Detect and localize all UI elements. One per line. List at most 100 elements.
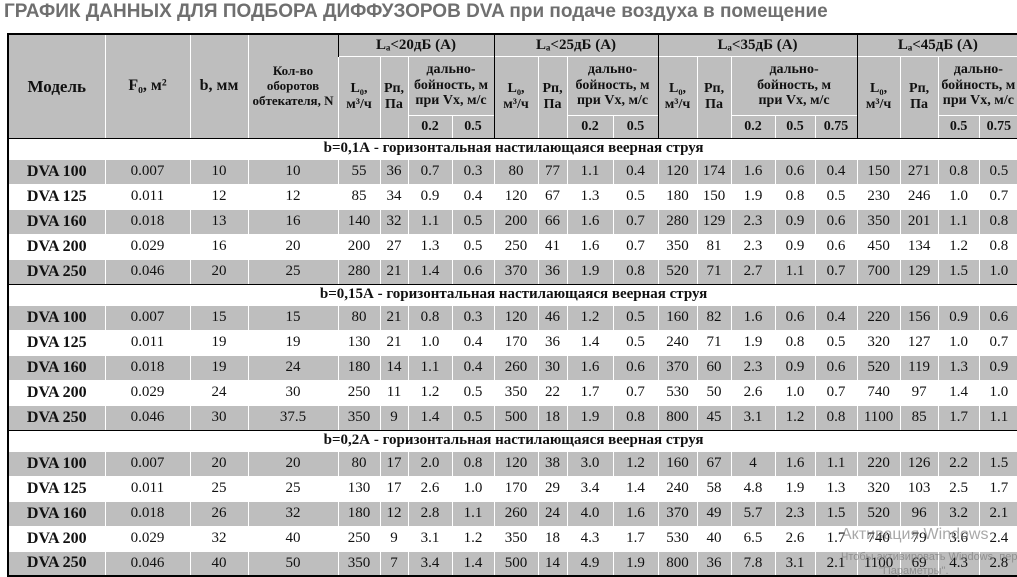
value-cell: 150	[856, 158, 901, 184]
value-cell: 350	[337, 404, 380, 430]
table-row: DVA 200 0.029 24 30 250 11 1.2 0.5 350 22 1.7 0.7 53…	[7, 379, 1017, 405]
value-cell: 3.4	[566, 475, 614, 501]
value-cell: 32	[189, 525, 248, 551]
value-cell: 40	[247, 525, 338, 551]
value-cell: 0.007	[104, 158, 190, 184]
speed-header: 0.2	[566, 114, 614, 138]
value-cell: 19	[247, 329, 338, 355]
value-cell: 30	[189, 404, 248, 430]
value-cell: 1.1	[978, 404, 1017, 430]
table-row: DVA 200 0.029 16 20 200 27 1.3 0.5 250 41 1.6 0.7 35…	[7, 233, 1017, 259]
value-cell: 1.5	[937, 258, 980, 284]
value-cell: 30	[247, 379, 338, 405]
value-cell: 1.6	[730, 158, 776, 184]
value-cell: 1.0	[978, 379, 1017, 405]
value-cell: 22	[537, 379, 568, 405]
value-cell: 0.9	[774, 354, 816, 380]
value-cell: 1.5	[978, 450, 1017, 476]
value-cell: 60	[696, 354, 732, 380]
value-cell: 0.9	[978, 354, 1017, 380]
speed-header: 0.75	[978, 114, 1017, 138]
value-cell: 85	[337, 183, 380, 209]
value-cell: 150	[696, 183, 732, 209]
value-cell: 4.8	[730, 475, 776, 501]
value-cell: 21	[379, 304, 408, 330]
model-cell: DVA 100	[7, 158, 105, 184]
value-cell: 1.3	[407, 233, 452, 259]
value-cell: 0.6	[814, 233, 858, 259]
value-cell: 1.5	[814, 500, 858, 526]
header-throw-la20: дально- бойность, м при Vx, м/с	[407, 55, 495, 115]
data-table: Модель F₀, м² b, мм Кол-во оборотов обте…	[7, 33, 1017, 577]
value-cell: 38	[537, 450, 568, 476]
value-cell: 36	[696, 550, 732, 576]
value-cell: 160	[657, 450, 698, 476]
value-cell: 1.4	[566, 329, 614, 355]
value-cell: 1.9	[566, 258, 614, 284]
value-cell: 67	[537, 183, 568, 209]
value-cell: 500	[493, 404, 539, 430]
value-cell: 129	[899, 258, 939, 284]
value-cell: 0.4	[451, 183, 495, 209]
section-label: b=0,2А - горизонтальная настилающаяся ве…	[7, 429, 1017, 451]
header-pressure-la35: Рп, Па	[696, 55, 732, 138]
model-cell: DVA 250	[7, 550, 105, 576]
value-cell: 36	[379, 158, 408, 184]
value-cell: 15	[189, 304, 248, 330]
value-cell: 370	[493, 258, 539, 284]
value-cell: 4	[730, 450, 776, 476]
value-cell: 50	[247, 550, 338, 576]
value-cell: 160	[657, 304, 698, 330]
value-cell: 0.7	[407, 158, 452, 184]
header-n: Кол-во оборотов обтекателя, N	[247, 33, 338, 138]
value-cell: 200	[493, 208, 539, 234]
value-cell: 0.029	[104, 233, 190, 259]
value-cell: 200	[337, 233, 380, 259]
value-cell: 0.5	[451, 208, 495, 234]
value-cell: 1.7	[566, 379, 614, 405]
table-row: DVA 160 0.018 19 24 180 14 1.1 0.4 260 30 1.6 0.6 37…	[7, 354, 1017, 380]
header-throw-la35: дально- бойность, м при Vx, м/с	[730, 55, 858, 115]
table-row: DVA 125 0.011 12 12 85 34 0.9 0.4 120 67 1.3 0.5 180…	[7, 183, 1017, 209]
header-pressure-la20: Рп, Па	[379, 55, 408, 138]
value-cell: 4.3	[937, 550, 980, 576]
table-row: DVA 250 0.046 30 37.5 350 9 1.4 0.5 500 18 1.9 0.8 8…	[7, 404, 1017, 430]
value-cell: 1.1	[937, 208, 980, 234]
value-cell: 280	[337, 258, 380, 284]
value-cell: 0.9	[774, 233, 816, 259]
value-cell: 26	[189, 500, 248, 526]
value-cell: 260	[493, 354, 539, 380]
value-cell: 82	[696, 304, 732, 330]
value-cell: 12	[379, 500, 408, 526]
speed-header: 0.5	[774, 114, 816, 138]
value-cell: 7.8	[730, 550, 776, 576]
value-cell: 12	[247, 183, 338, 209]
model-cell: DVA 160	[7, 500, 105, 526]
value-cell: 2.6	[407, 475, 452, 501]
value-cell: 40	[189, 550, 248, 576]
value-cell: 71	[696, 258, 732, 284]
value-cell: 0.6	[451, 258, 495, 284]
value-cell: 4.3	[566, 525, 614, 551]
value-cell: 1.3	[814, 475, 858, 501]
value-cell: 0.9	[937, 304, 980, 330]
section-header-row: b=0,1А - горизонтальная настилающаяся ве…	[7, 137, 1017, 159]
value-cell: 77	[537, 158, 568, 184]
value-cell: 450	[856, 233, 901, 259]
value-cell: 2.4	[978, 525, 1017, 551]
value-cell: 45	[696, 404, 732, 430]
value-cell: 0.3	[451, 304, 495, 330]
value-cell: 81	[696, 233, 732, 259]
value-cell: 3.4	[407, 550, 452, 576]
value-cell: 370	[657, 500, 698, 526]
value-cell: 130	[337, 329, 380, 355]
value-cell: 0.7	[978, 183, 1017, 209]
value-cell: 0.7	[814, 258, 858, 284]
speed-header: 0.5	[612, 114, 659, 138]
speed-header: 0.2	[730, 114, 776, 138]
value-cell: 130	[337, 475, 380, 501]
value-cell: 0.8	[612, 258, 659, 284]
value-cell: 0.7	[978, 329, 1017, 355]
header-f0: F₀, м²	[104, 33, 190, 138]
value-cell: 180	[657, 183, 698, 209]
